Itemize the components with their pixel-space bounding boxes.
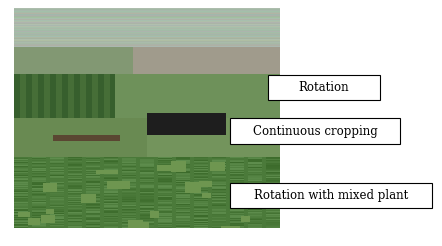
Bar (230, 183, 432, 208)
Bar (230, 118, 400, 144)
Text: Rotation: Rotation (299, 81, 349, 94)
Text: Rotation with mixed plant: Rotation with mixed plant (254, 189, 408, 202)
Bar (268, 75, 380, 100)
Text: Continuous cropping: Continuous cropping (253, 124, 377, 138)
